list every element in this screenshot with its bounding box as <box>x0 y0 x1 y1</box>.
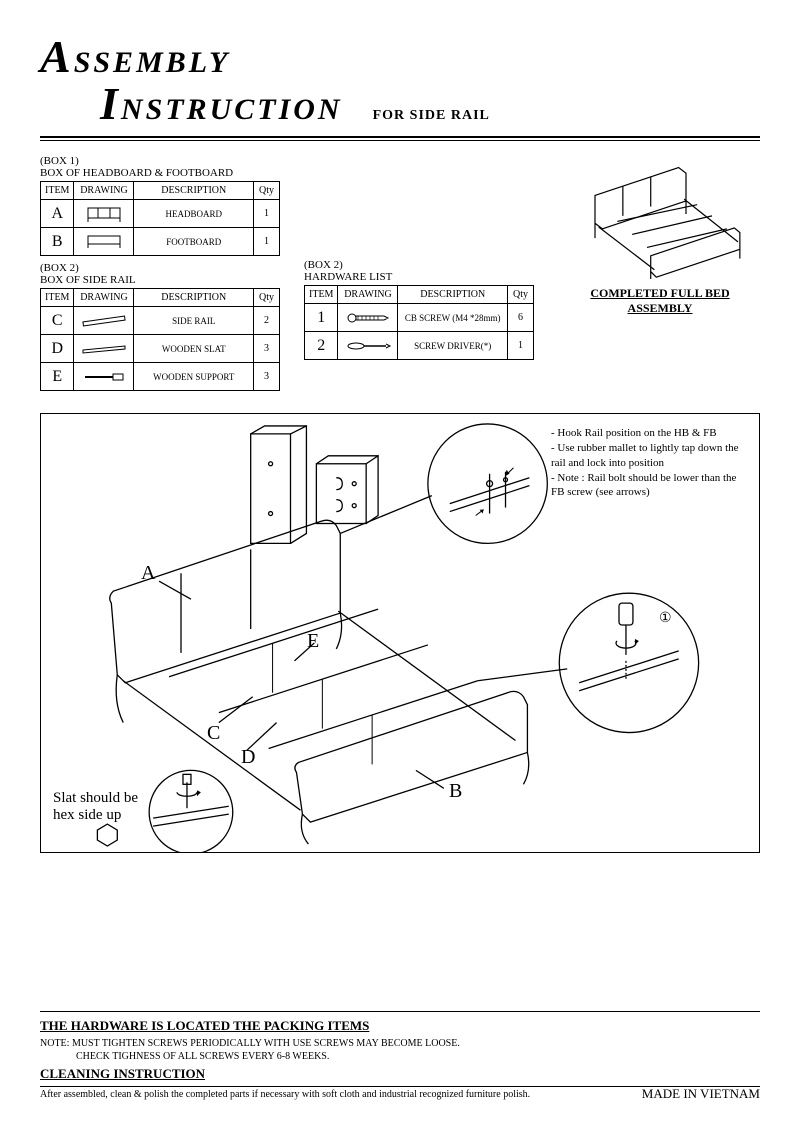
table-row: C SIDE RAIL 2 <box>41 307 280 335</box>
title-word-1: SSEMBLY <box>74 46 231 79</box>
label-a: A <box>141 562 155 585</box>
diagram-notes: - Hook Rail position on the HB & FB - Us… <box>551 426 751 500</box>
rule-thin <box>40 140 760 141</box>
title-word-2: NSTRUCTION <box>121 93 343 126</box>
box1-table: ITEM DRAWING DESCRIPTION Qty A HEADBOARD… <box>40 181 280 256</box>
table-row: 2 SCREW DRIVER(*) 1 <box>305 332 534 360</box>
screwdriver-icon <box>338 332 398 360</box>
title-block: ASSEMBLY INSTRUCTION FOR SIDE RAIL <box>40 30 760 130</box>
slat-icon <box>74 335 134 363</box>
hardware-label: (BOX 2) HARDWARE LIST <box>304 259 534 283</box>
rule-thick <box>40 136 760 138</box>
footer-h2: CLEANING INSTRUCTION <box>40 1066 760 1082</box>
slat-note: Slat should be hex side up <box>53 790 138 824</box>
subtitle: FOR SIDE RAIL <box>373 108 490 124</box>
label-step1: ① <box>659 610 672 627</box>
screw-icon <box>338 304 398 332</box>
made-in: MADE IN VIETNAM <box>642 1086 760 1102</box>
completed-bed-thumb: COMPLETED FULL BED ASSEMBLY <box>560 149 760 316</box>
footer-note2: CHECK TIGHNESS OF ALL SCREWS EVERY 6-8 W… <box>76 1051 760 1062</box>
table-row: B FOOTBOARD 1 <box>41 228 280 256</box>
tables-row: (BOX 1) BOX OF HEADBOARD & FOOTBOARD ITE… <box>40 149 760 391</box>
support-icon <box>74 363 134 391</box>
table-row: D WOODEN SLAT 3 <box>41 335 280 363</box>
footboard-icon <box>74 228 134 256</box>
siderail-icon <box>74 307 134 335</box>
footer: THE HARDWARE IS LOCATED THE PACKING ITEM… <box>40 1009 760 1102</box>
table-row: E WOODEN SUPPORT 3 <box>41 363 280 391</box>
box2-table: ITEM DRAWING DESCRIPTION Qty C SIDE RAIL… <box>40 288 280 391</box>
label-c: C <box>207 722 220 745</box>
table-row: A HEADBOARD 1 <box>41 200 280 228</box>
box1-label: (BOX 1) BOX OF HEADBOARD & FOOTBOARD <box>40 155 280 179</box>
label-b: B <box>449 780 462 803</box>
bed-iso-icon <box>565 149 755 279</box>
box2-label: (BOX 2) BOX OF SIDE RAIL <box>40 262 280 286</box>
label-e: E <box>307 630 319 653</box>
bed-caption: COMPLETED FULL BED ASSEMBLY <box>560 286 760 316</box>
title-drop-1: A <box>40 31 74 82</box>
main-diagram: A B C D E ① - Hook Rail position on the … <box>40 413 760 853</box>
label-d: D <box>241 746 255 769</box>
headboard-icon <box>74 200 134 228</box>
title-drop-2: I <box>100 78 121 129</box>
footer-note1: NOTE: MUST TIGHTEN SCREWS PERIODICALLY W… <box>40 1038 760 1049</box>
table-row: 1 CB SCREW (M4 *28mm) 6 <box>305 304 534 332</box>
hardware-table: ITEM DRAWING DESCRIPTION Qty 1 CB SCREW … <box>304 285 534 360</box>
footer-h1: THE HARDWARE IS LOCATED THE PACKING ITEM… <box>40 1018 760 1034</box>
